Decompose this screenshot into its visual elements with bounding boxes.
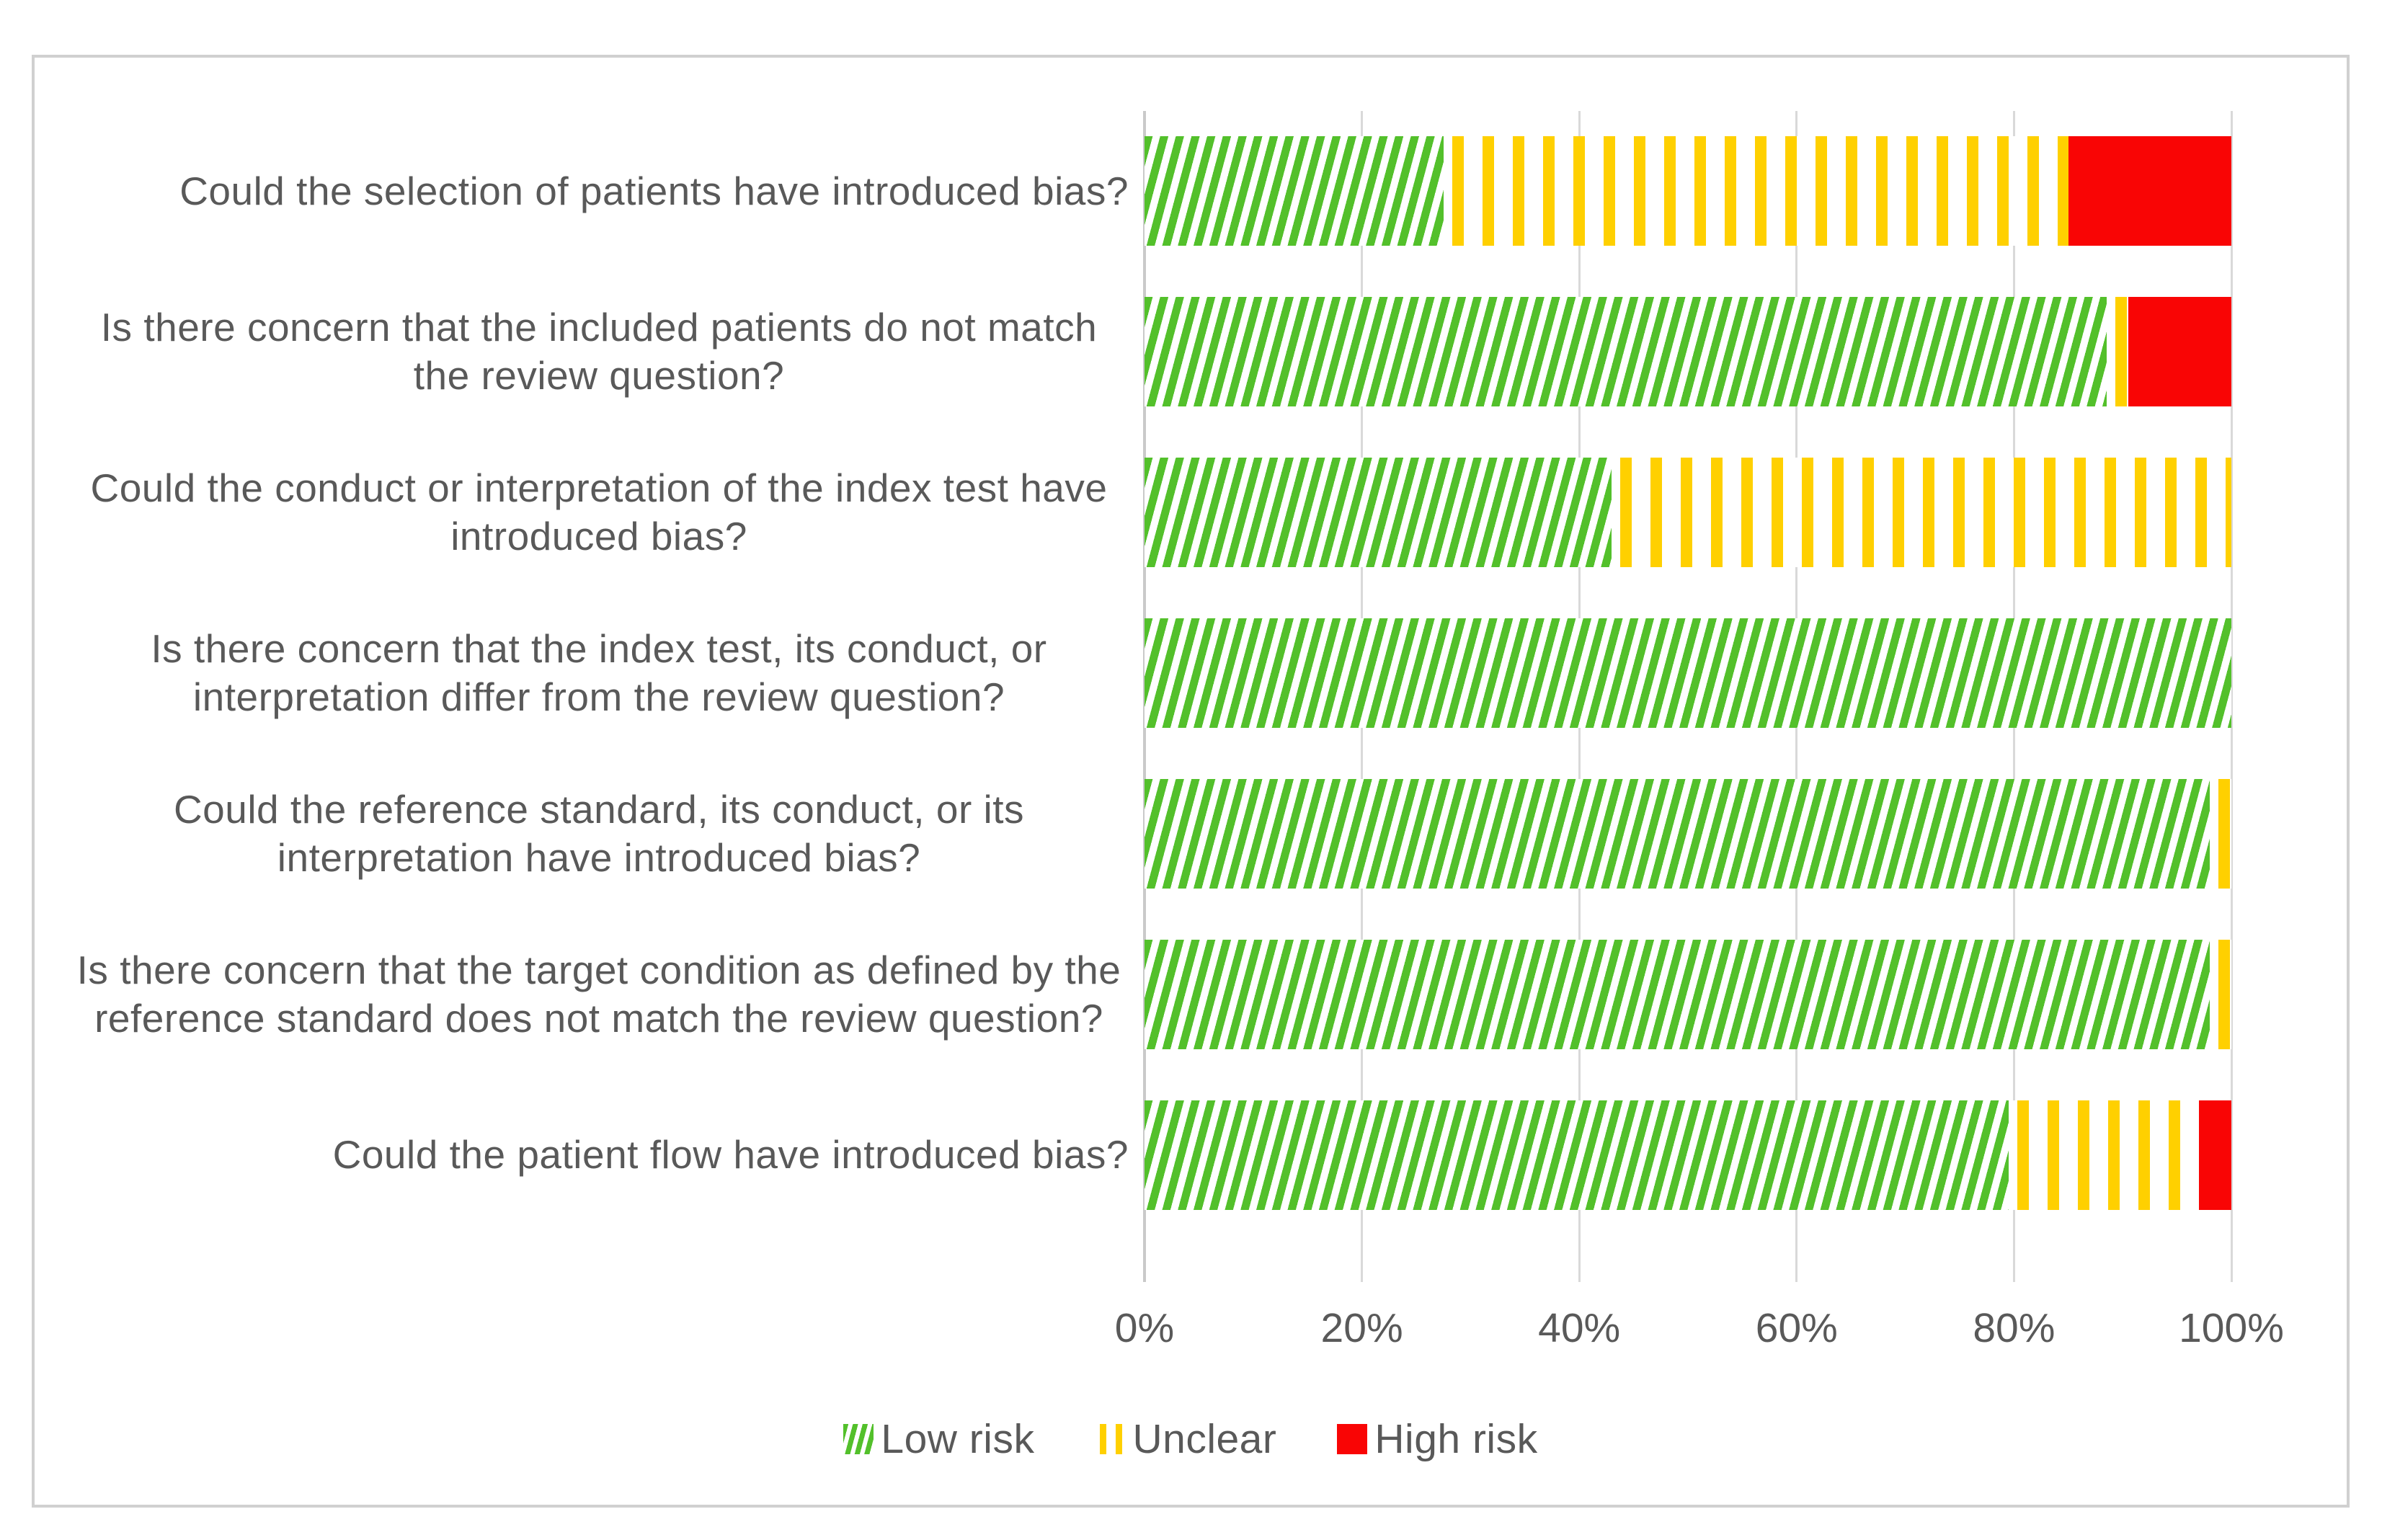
stacked-bar xyxy=(1145,618,2231,728)
high-risk-marker-icon xyxy=(1337,1424,1368,1454)
x-axis: 0% 20% 40% 60% 80% 100% xyxy=(1115,1304,2284,1362)
category-label-cell: Could the conduct or interpretation of t… xyxy=(63,464,1145,561)
legend-item-low: Low risk xyxy=(843,1415,1034,1463)
bar-segment-low xyxy=(1145,458,1612,568)
category-label-cell: Could the selection of patients have int… xyxy=(63,167,1145,215)
bar-row: Is there concern that the target conditi… xyxy=(63,914,2231,1074)
bar-segment-low xyxy=(1145,1100,2009,1210)
bar-track xyxy=(1145,593,2231,754)
bar-segment-unclear xyxy=(1443,136,2068,246)
stacked-bar xyxy=(1145,778,2231,889)
bar-row: Is there concern that the index test, it… xyxy=(63,593,2231,754)
category-label: Is there concern that the index test, it… xyxy=(151,626,1047,719)
bar-segment-low xyxy=(1145,297,2107,407)
unclear-risk-marker-icon xyxy=(1095,1424,1126,1454)
x-axis-tick-label: 80% xyxy=(1973,1305,2056,1351)
bar-segment-high xyxy=(2068,136,2231,246)
category-label: Is there concern that the target conditi… xyxy=(76,947,1121,1041)
category-label: Is there concern that the included patie… xyxy=(100,305,1098,399)
bar-rows: Could the selection of patients have int… xyxy=(63,111,2231,1235)
legend-item-high: High risk xyxy=(1337,1415,1537,1463)
bar-track xyxy=(1145,914,2231,1074)
bar-track xyxy=(1145,1074,2231,1235)
bar-segment-low xyxy=(1145,939,2210,1049)
legend-label: Low risk xyxy=(881,1416,1035,1462)
x-axis-tick-label: 60% xyxy=(1755,1305,1838,1351)
category-label-cell: Could the patient flow have introduced b… xyxy=(63,1131,1145,1179)
legend: Low risk Unclear High risk xyxy=(35,1415,2347,1463)
x-axis-tick-label: 0% xyxy=(1114,1305,1175,1351)
category-label: Could the conduct or interpretation of t… xyxy=(90,466,1108,559)
bar-segment-unclear xyxy=(2209,778,2231,889)
stacked-bar xyxy=(1145,136,2231,246)
stacked-bar xyxy=(1145,297,2231,407)
stacked-bar xyxy=(1145,939,2231,1049)
bar-track xyxy=(1145,432,2231,593)
bar-segment-unclear xyxy=(2209,939,2231,1049)
legend-label: Unclear xyxy=(1132,1416,1277,1462)
bar-segment-unclear xyxy=(2008,1100,2199,1210)
legend-item-unclear: Unclear xyxy=(1095,1415,1276,1463)
bar-row: Could the reference standard, its conduc… xyxy=(63,753,2231,914)
bar-segment-low xyxy=(1145,136,1444,246)
low-risk-marker-icon xyxy=(843,1424,874,1454)
bar-segment-low xyxy=(1145,618,2231,728)
category-label-cell: Is there concern that the index test, it… xyxy=(63,625,1145,721)
stacked-bar xyxy=(1145,1100,2231,1210)
x-axis-tick-label: 100% xyxy=(2179,1305,2284,1351)
bar-track xyxy=(1145,753,2231,914)
category-label: Could the selection of patients have int… xyxy=(179,168,1129,213)
bar-segment-high xyxy=(2198,1100,2231,1210)
x-axis-tick-label: 20% xyxy=(1320,1305,1403,1351)
bar-segment-unclear xyxy=(1612,458,2231,568)
x-axis-tick-label: 40% xyxy=(1538,1305,1621,1351)
category-label-cell: Is there concern that the included patie… xyxy=(63,303,1145,400)
stacked-bar xyxy=(1145,458,2231,568)
category-label: Could the patient flow have introduced b… xyxy=(332,1132,1129,1178)
bar-row: Could the patient flow have introduced b… xyxy=(63,1074,2231,1235)
bar-track xyxy=(1145,272,2231,432)
chart-frame: Could the selection of patients have int… xyxy=(32,55,2350,1508)
category-label-cell: Is there concern that the target conditi… xyxy=(63,946,1145,1043)
category-label: Could the reference standard, its conduc… xyxy=(173,786,1025,880)
legend-label: High risk xyxy=(1374,1416,1538,1462)
bar-segment-unclear xyxy=(2106,297,2128,407)
category-label-cell: Could the reference standard, its conduc… xyxy=(63,785,1145,882)
bar-row: Could the selection of patients have int… xyxy=(63,111,2231,272)
bar-segment-high xyxy=(2128,297,2231,407)
bar-row: Could the conduct or interpretation of t… xyxy=(63,432,2231,593)
bar-row: Is there concern that the included patie… xyxy=(63,272,2231,432)
gridline-100% xyxy=(2230,111,2233,1282)
bar-track xyxy=(1145,111,2231,272)
bar-segment-low xyxy=(1145,778,2210,889)
